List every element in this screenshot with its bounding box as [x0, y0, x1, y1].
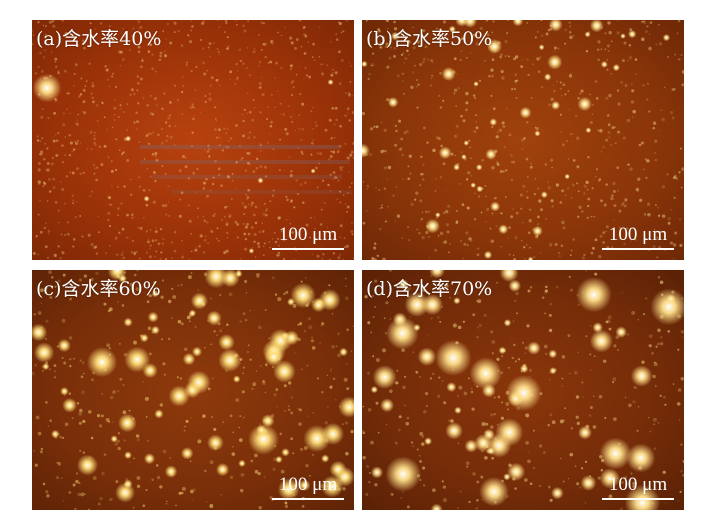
particle-field-a — [32, 20, 354, 260]
scale-bar-b — [602, 248, 674, 250]
particle-field-b — [362, 20, 684, 260]
panel-label-d: (d)含水率70% — [366, 278, 493, 300]
micrograph-panel-b: (b)含水率50% 100 μm — [362, 20, 684, 260]
micrograph-panel-d: (d)含水率70% 100 μm — [362, 270, 684, 510]
panel-label-a: (a)含水率40% — [36, 28, 162, 50]
scale-bar-d — [602, 498, 674, 500]
particle-field-d — [362, 270, 684, 510]
scale-bar-c — [272, 498, 344, 500]
micrograph-panel-c: (c)含水率60% 100 μm — [32, 270, 354, 510]
panel-label-b: (b)含水率50% — [366, 28, 493, 50]
particle-field-c — [32, 270, 354, 510]
panel-label-c: (c)含水率60% — [36, 278, 161, 300]
micrograph-panel-a: (a)含水率40% 100 μm — [32, 20, 354, 260]
scale-bar-label-a: 100 μm — [278, 224, 338, 245]
scale-bar-label-b: 100 μm — [608, 224, 668, 245]
scale-bar-label-c: 100 μm — [278, 474, 338, 495]
scale-bar-a — [272, 248, 344, 250]
scale-bar-label-d: 100 μm — [608, 474, 668, 495]
